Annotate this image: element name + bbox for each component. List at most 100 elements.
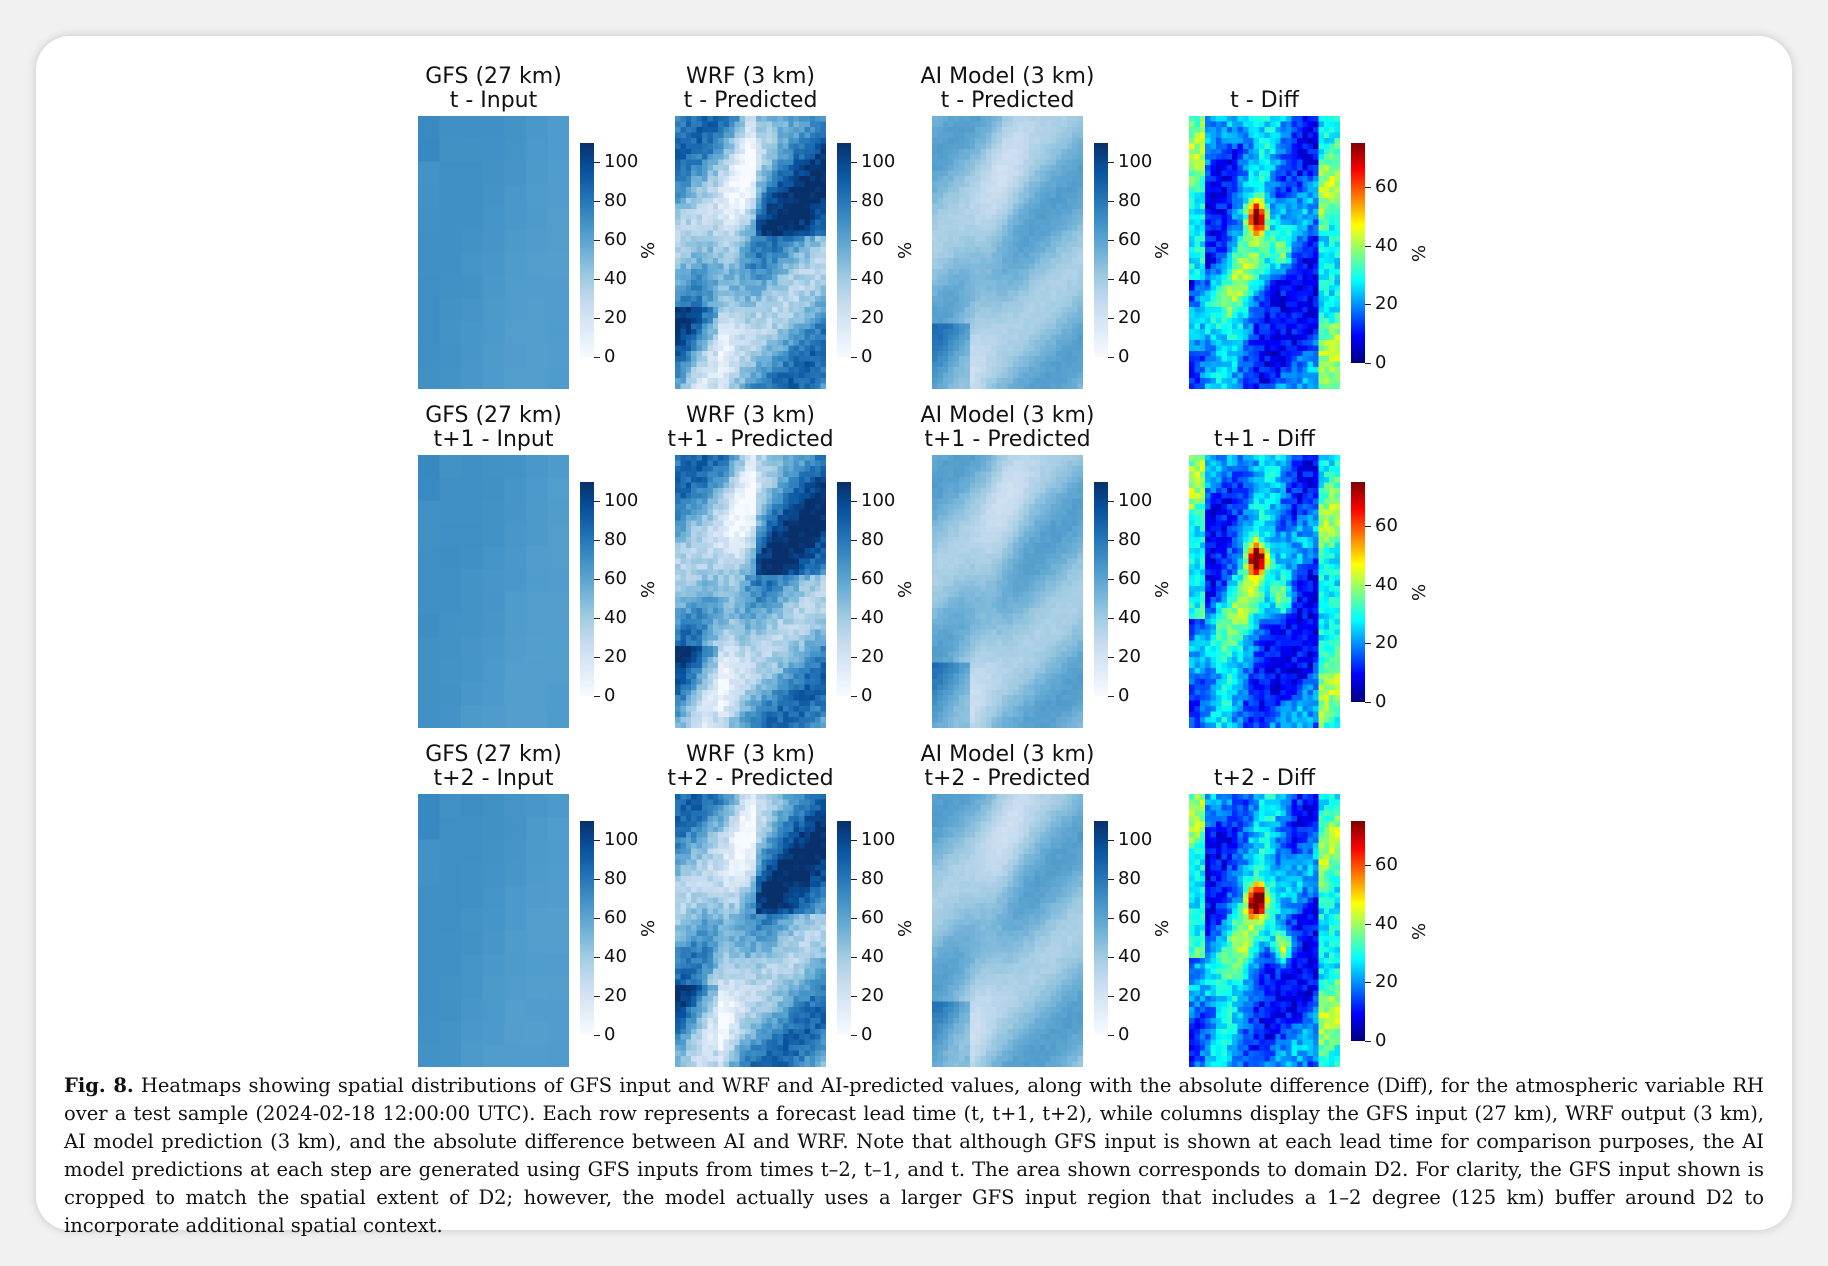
panel-2-3-colorbar xyxy=(1351,821,1365,1041)
panel-0-0-cbar-tick xyxy=(594,201,600,203)
panel-2-0-cbar-label: 60 xyxy=(604,907,627,929)
panel-2-1-title-line1: WRF (3 km) xyxy=(685,742,815,767)
panel-2-3-cbar-label: 60 xyxy=(1375,854,1398,875)
panel-0-0-cbar-label: 80 xyxy=(604,190,627,212)
panel-1-3-colorbar xyxy=(1351,482,1365,702)
panel-1-2-cbar-tick xyxy=(1108,657,1114,659)
panel-0-2-heatmap xyxy=(932,116,1083,389)
panel-0-2-cbar-label: 40 xyxy=(1118,268,1141,290)
panel-0-3-cbar-tick xyxy=(1365,245,1371,247)
panel-0-3-cbar-tick xyxy=(1365,304,1371,306)
figure-card xyxy=(36,36,1792,1230)
panel-2-0-cbar-tick xyxy=(594,918,600,920)
panel-2-2-heatmap xyxy=(932,794,1083,1067)
panel-1-3-cbar-unit: % xyxy=(1409,583,1431,602)
panel-0-0-cbar-tick xyxy=(594,318,600,320)
panel-2-2-cbar-label: 0 xyxy=(1118,1024,1130,1045)
panel-2-0-heatmap xyxy=(418,794,569,1067)
panel-2-1-cbar-label: 60 xyxy=(861,907,884,929)
panel-2-0-cbar-label: 100 xyxy=(604,829,639,851)
panel-2-0-cbar-tick xyxy=(594,996,600,998)
panel-2-2-title-line2: t+2 - Predicted xyxy=(924,766,1091,791)
panel-0-2-cbar-unit: % xyxy=(1152,241,1174,260)
panel-1-2-heatmap xyxy=(932,455,1083,728)
panel-2-3-heatmap xyxy=(1189,794,1340,1067)
panel-2-2-cbar-tick xyxy=(1108,996,1114,998)
panel-0-0-cbar-tick xyxy=(594,279,600,281)
panel-1-2-cbar-unit: % xyxy=(1152,580,1174,599)
panel-0-1-cbar-tick xyxy=(851,279,857,281)
panel-1-1-title-line2: t+1 - Predicted xyxy=(667,427,834,452)
panel-0-2-colorbar xyxy=(1094,143,1108,357)
panel-0-2-cbar-label: 0 xyxy=(1118,346,1130,367)
panel-2-0-colorbar xyxy=(580,821,594,1035)
panel-1-2-cbar-tick xyxy=(1108,579,1114,581)
panel-2-0-cbar-tick xyxy=(594,957,600,959)
panel-1-1-title-line1: WRF (3 km) xyxy=(685,403,815,428)
panel-1-0-cbar-unit: % xyxy=(638,580,660,599)
panel-0-1-cbar-tick xyxy=(851,201,857,203)
panel-2-0-cbar-label: 0 xyxy=(604,1024,616,1045)
panel-0-1-cbar-tick xyxy=(851,240,857,242)
panel-0-2-cbar-label: 100 xyxy=(1118,151,1153,173)
panel-1-0-colorbar xyxy=(580,482,594,696)
panel-0-0-cbar-label: 40 xyxy=(604,268,627,290)
panel-1-3-cbar-label: 0 xyxy=(1375,691,1387,712)
panel-2-1-cbar-label: 20 xyxy=(861,985,884,1007)
panel-0-0-cbar-tick xyxy=(594,357,600,358)
panel-0-0-cbar-label: 20 xyxy=(604,307,627,329)
panel-2-1-cbar-label: 0 xyxy=(861,1024,873,1045)
panel-0-0-title-line1: GFS (27 km) xyxy=(425,64,562,89)
panel-0-3-cbar-label: 20 xyxy=(1375,293,1398,315)
panel-0-2-cbar-label: 80 xyxy=(1118,190,1141,212)
panel-0-0-colorbar xyxy=(580,143,594,357)
panel-0-2-cbar-tick xyxy=(1108,279,1114,281)
panel-2-3-cbar-label: 0 xyxy=(1375,1030,1387,1051)
panel-1-2-title-line2: t+1 - Predicted xyxy=(924,427,1091,452)
panel-2-3-cbar-label: 40 xyxy=(1375,912,1398,934)
panel-0-2-cbar-label: 20 xyxy=(1118,307,1141,329)
panel-2-3-cbar-tick xyxy=(1365,923,1371,925)
panel-0-1-cbar-tick xyxy=(851,357,857,358)
panel-1-0-heatmap xyxy=(418,455,569,728)
panel-1-2-cbar-tick xyxy=(1108,696,1114,697)
panel-1-3-title-line2: t+1 - Diff xyxy=(1213,427,1316,452)
panel-0-3-title-line2: t - Diff xyxy=(1230,88,1299,113)
panel-1-0-cbar-label: 80 xyxy=(604,529,627,551)
panel-1-1-cbar-tick xyxy=(851,696,857,697)
panel-0-2-cbar-tick xyxy=(1108,162,1114,164)
panel-0-3-cbar-unit: % xyxy=(1409,244,1431,263)
panel-0-0-cbar-label: 100 xyxy=(604,151,639,173)
panel-2-1-cbar-tick xyxy=(851,918,857,920)
panel-2-0-cbar-label: 20 xyxy=(604,985,627,1007)
panel-2-0-cbar-label: 40 xyxy=(604,946,627,968)
panel-1-0-cbar-tick xyxy=(594,657,600,659)
panel-1-1-cbar-tick xyxy=(851,618,857,620)
panel-1-2-cbar-tick xyxy=(1108,540,1114,542)
caption-label: Fig. 8. xyxy=(64,1074,134,1097)
panel-2-2-title-line1: AI Model (3 km) xyxy=(920,742,1095,767)
panel-2-2-cbar-label: 40 xyxy=(1118,946,1141,968)
panel-0-0-cbar-label: 60 xyxy=(604,229,627,251)
panel-1-1-cbar-label: 80 xyxy=(861,529,884,551)
panel-1-2-cbar-label: 40 xyxy=(1118,607,1141,629)
panel-0-1-cbar-label: 20 xyxy=(861,307,884,329)
panel-1-2-cbar-tick xyxy=(1108,618,1114,620)
panel-2-3-cbar-unit: % xyxy=(1409,922,1431,941)
panel-0-0-cbar-tick xyxy=(594,162,600,164)
panel-1-0-cbar-label: 100 xyxy=(604,490,639,512)
panel-2-3-cbar-tick xyxy=(1365,982,1371,984)
panel-0-1-cbar-unit: % xyxy=(895,241,917,260)
panel-1-0-cbar-tick xyxy=(594,696,600,697)
panel-2-1-cbar-tick xyxy=(851,840,857,842)
panel-2-0-cbar-tick xyxy=(594,879,600,881)
panel-2-0-cbar-tick xyxy=(594,840,600,842)
panel-0-2-cbar-tick xyxy=(1108,318,1114,320)
panel-1-0-title-line1: GFS (27 km) xyxy=(425,403,562,428)
panel-1-3-cbar-label: 20 xyxy=(1375,632,1398,654)
panel-0-3-cbar-tick xyxy=(1365,363,1371,364)
panel-1-1-colorbar xyxy=(837,482,851,696)
panel-1-0-cbar-label: 60 xyxy=(604,568,627,590)
panel-1-3-heatmap xyxy=(1189,455,1340,728)
panel-1-3-cbar-tick xyxy=(1365,702,1371,703)
